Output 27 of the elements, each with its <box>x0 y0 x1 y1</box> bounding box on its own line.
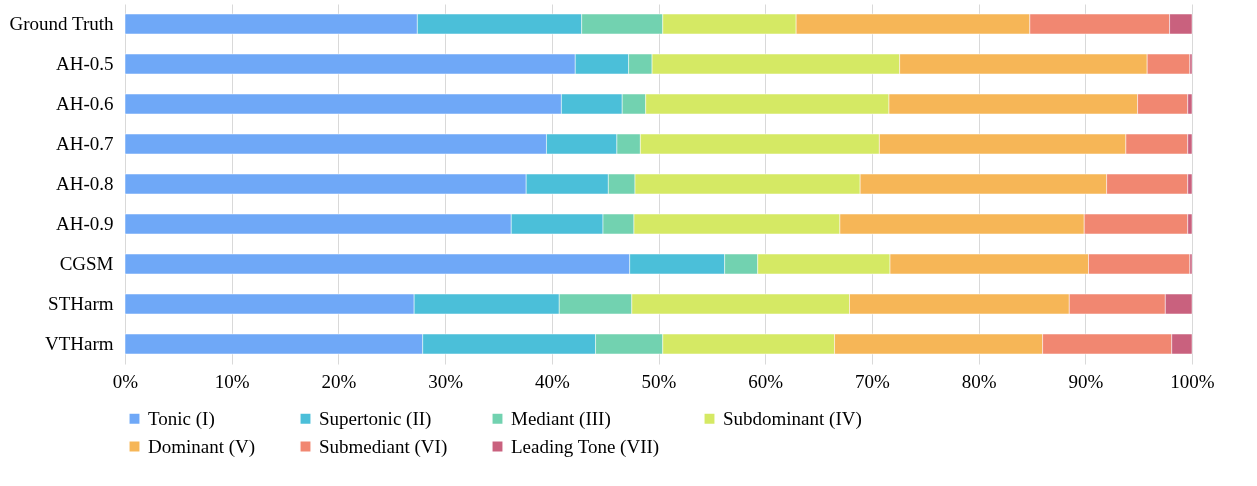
x-tick-label: 70% <box>854 370 890 392</box>
x-tick-label: 50% <box>641 370 677 392</box>
x-tick-label: 40% <box>534 370 570 392</box>
y-tick-label: AH-0.5 <box>55 53 114 74</box>
legend-label: Submediant (VI) <box>319 435 448 458</box>
y-tick-label: VTHarm <box>44 333 114 354</box>
x-tick-label: 20% <box>321 370 357 392</box>
y-tick-label: STHarm <box>48 293 114 314</box>
legend-label: Subdominant (IV) <box>723 407 862 430</box>
x-tick-label: 30% <box>428 370 464 392</box>
y-tick-label: AH-0.9 <box>55 213 114 234</box>
legend-label: Mediant (III) <box>511 407 611 430</box>
y-tick-label: CGSM <box>59 253 114 274</box>
x-tick-label: 10% <box>214 370 250 392</box>
x-tick-label: 90% <box>1068 370 1104 392</box>
x-tick-label: 60% <box>748 370 784 392</box>
y-tick-label: Ground Truth <box>9 13 114 34</box>
x-tick-label: 100% <box>1170 370 1215 392</box>
x-tick-label: 0% <box>112 370 139 392</box>
x-tick-label: 80% <box>961 370 997 392</box>
y-tick-label: AH-0.6 <box>55 93 114 114</box>
legend-label: Dominant (V) <box>148 435 256 458</box>
y-tick-label: AH-0.7 <box>55 133 114 154</box>
legend-label: Leading Tone (VII) <box>511 435 660 458</box>
y-tick-label: AH-0.8 <box>55 173 114 194</box>
legend-label: Supertonic (II) <box>319 407 432 430</box>
legend-label: Tonic (I) <box>148 407 215 430</box>
